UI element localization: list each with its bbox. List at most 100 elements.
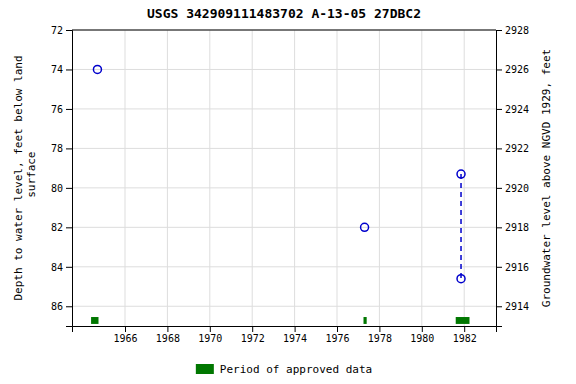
- grid-line: [72, 108, 496, 109]
- tick-mark: [496, 188, 502, 189]
- x-axis: 1966 1968 1970 1972 1974 1976 1978 1980 1982: [73, 326, 497, 344]
- axis-line: [73, 327, 497, 333]
- tick-label: 2928: [505, 25, 529, 36]
- tick-label: 82: [51, 222, 63, 233]
- tick: 80: [51, 183, 72, 194]
- tick: 2914: [496, 301, 529, 312]
- tick-label: 2926: [505, 64, 529, 75]
- tick-label: 2914: [505, 301, 529, 312]
- tick: 1970: [198, 326, 222, 344]
- tick-mark: [66, 69, 72, 70]
- grid-line: [72, 30, 496, 31]
- y-axis: 7274767880828486: [51, 25, 73, 327]
- legend-swatch: [196, 364, 214, 374]
- tick-mark: [66, 30, 72, 31]
- plot-area: 1966 1968 1970 1972 1974 1976 1978 1980 1982 72 74…: [51, 25, 529, 344]
- tick: 1976: [325, 326, 349, 344]
- tick: 78: [51, 143, 72, 154]
- grid-line: [125, 30, 126, 326]
- tick-label: 1970: [198, 333, 222, 344]
- grid-line: [294, 30, 295, 326]
- y2-axis-title: Groundwater level above NGVD 1929, feet: [540, 49, 553, 307]
- line: [460, 174, 462, 279]
- tick-label: 1972: [241, 333, 265, 344]
- tick-mark: [379, 326, 380, 332]
- tick-label: 1980: [410, 333, 434, 344]
- grid-line: [72, 69, 496, 70]
- tick-label: 86: [51, 301, 63, 312]
- tick-label: 2916: [505, 262, 529, 273]
- tick: 74: [51, 64, 72, 75]
- chart: 1966 1968 1970 1972 1974 1976 1978 1980 1982 72 74…: [0, 0, 576, 384]
- tick: 1978: [368, 326, 392, 344]
- tick: 2916: [496, 262, 529, 273]
- tick-label: 1982: [453, 333, 477, 344]
- tick-label: 1968: [156, 333, 180, 344]
- tick-mark: [496, 69, 502, 70]
- tick: 2926: [496, 64, 529, 75]
- tick-label: 72: [51, 25, 63, 36]
- bar: [364, 317, 367, 324]
- tick: 2922: [496, 143, 529, 154]
- tick-label: 1974: [283, 333, 307, 344]
- tick: 82: [51, 222, 72, 233]
- point: [361, 223, 369, 231]
- grid-line: [337, 30, 338, 326]
- tick-mark: [66, 188, 72, 189]
- title: USGS 342909111483702 A-13-05 27DBC2: [147, 6, 421, 21]
- legend-label: Period of approved data: [220, 363, 372, 376]
- tick-mark: [496, 306, 502, 307]
- grid-line: [379, 30, 380, 326]
- tick-mark: [496, 109, 502, 110]
- tick-mark: [496, 148, 502, 149]
- tick-mark: [125, 326, 126, 332]
- tick-mark: [464, 326, 465, 332]
- tick-mark: [496, 267, 502, 268]
- tick: 1966: [113, 326, 137, 344]
- grid-line: [167, 30, 168, 326]
- tick-mark: [66, 227, 72, 228]
- tick-mark: [210, 326, 211, 332]
- bar: [456, 317, 470, 324]
- grid-line: [72, 227, 496, 228]
- tick-label: 1976: [325, 333, 349, 344]
- tick-mark: [252, 326, 253, 332]
- tick: 2918: [496, 222, 529, 233]
- tick-mark: [66, 267, 72, 268]
- grid: [72, 30, 496, 326]
- tick: 1968: [156, 326, 180, 344]
- grid-line: [421, 30, 422, 326]
- tick-label: 74: [51, 64, 63, 75]
- tick: 2920: [496, 183, 529, 194]
- grid-line: [252, 30, 253, 326]
- tick-label: 1966: [113, 333, 137, 344]
- tick-mark: [66, 306, 72, 307]
- grid-line: [72, 187, 496, 188]
- legend: Period of approved data: [196, 363, 372, 376]
- tick: 1980: [410, 326, 434, 344]
- y-axis-title: Depth to water level, feet below land su…: [12, 55, 38, 300]
- tick-label: 2920: [505, 183, 529, 194]
- axis-line: [66, 31, 73, 327]
- point: [93, 65, 101, 73]
- tick-mark: [496, 30, 502, 31]
- tick: 86: [51, 301, 72, 312]
- tick-mark: [422, 326, 423, 332]
- axis-line: [497, 31, 503, 327]
- tick-label: 78: [51, 143, 63, 154]
- tick-label: 1978: [368, 333, 392, 344]
- tick-mark: [295, 326, 296, 332]
- tick-mark: [496, 227, 502, 228]
- tick: 1974: [283, 326, 307, 344]
- tick: 72: [51, 25, 72, 36]
- tick-label: 2924: [505, 104, 529, 115]
- tick-label: 2918: [505, 222, 529, 233]
- grid-line: [72, 306, 496, 307]
- tick: 76: [51, 104, 72, 115]
- marks: [91, 65, 469, 323]
- tick: 1982: [453, 326, 477, 344]
- frame-line: [72, 30, 496, 31]
- tick-mark: [337, 326, 338, 332]
- legend-item: Period of approved data: [196, 363, 372, 376]
- grid-line: [72, 148, 496, 149]
